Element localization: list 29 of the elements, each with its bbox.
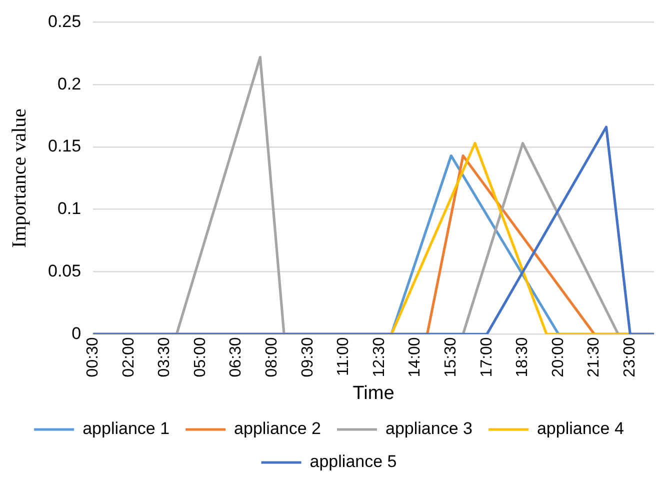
x-axis-title: Time <box>352 382 394 404</box>
y-tick-label: 0.15 <box>48 136 82 156</box>
legend-label: appliance 1 <box>82 419 170 438</box>
x-tick-label: 06:30 <box>228 337 245 378</box>
y-axis-title: Importance value <box>8 108 30 248</box>
y-tick-label: 0.25 <box>48 12 82 31</box>
y-tick-label: 0.05 <box>48 261 82 280</box>
x-tick-label: 12:30 <box>370 337 388 378</box>
x-tick-label: 23:00 <box>622 337 639 378</box>
y-tick-label: 0 <box>72 324 82 343</box>
legend-label: appliance 4 <box>536 419 624 438</box>
x-tick-label: 20:00 <box>550 337 567 378</box>
x-tick-label: 18:30 <box>514 337 532 378</box>
x-tick-label: 02:00 <box>120 337 138 378</box>
x-tick-label: 21:30 <box>586 337 603 378</box>
x-tick-label: 14:00 <box>406 337 424 378</box>
legend-label: appliance 2 <box>234 419 322 438</box>
x-tick-label: 03:30 <box>156 337 174 378</box>
y-tick-label: 0.1 <box>57 199 82 218</box>
legend-label: appliance 3 <box>386 419 472 438</box>
x-tick-label: 08:00 <box>264 337 281 378</box>
x-tick-label: 00:30 <box>84 337 102 378</box>
y-tick-label: 0.2 <box>57 74 82 94</box>
x-tick-label: 11:00 <box>335 337 352 376</box>
x-tick-label: 17:00 <box>478 337 496 378</box>
x-tick-label: 05:00 <box>192 337 209 378</box>
x-tick-label: 09:30 <box>299 337 316 378</box>
x-tick-label: 15:30 <box>442 337 460 378</box>
legend-label: appliance 5 <box>310 452 397 472</box>
